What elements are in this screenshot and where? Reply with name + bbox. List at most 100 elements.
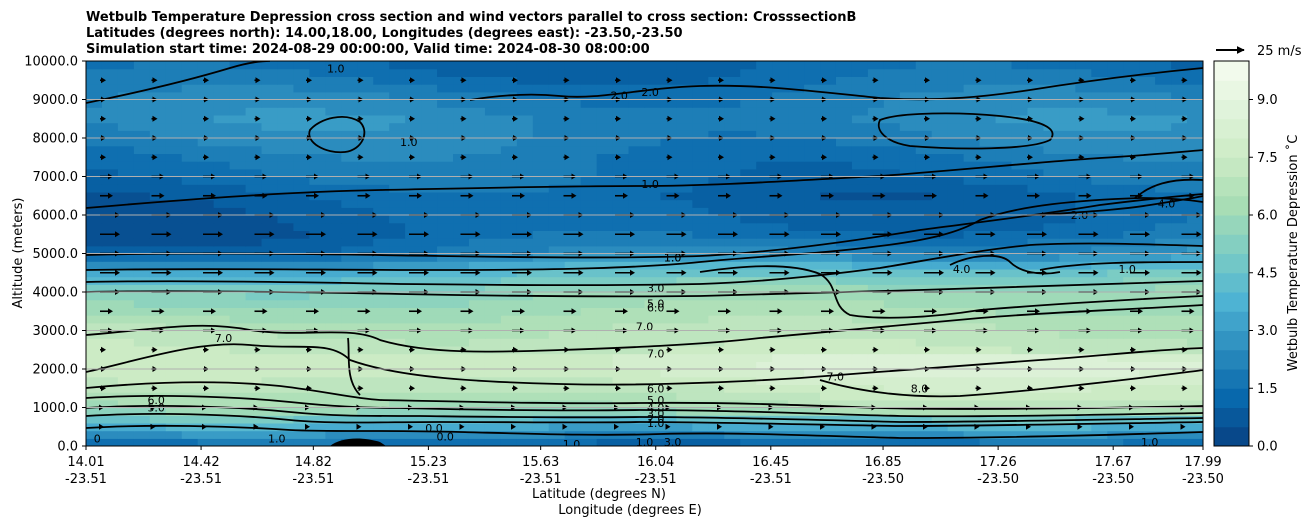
field-cell bbox=[772, 61, 789, 70]
field-cell bbox=[931, 430, 949, 439]
field-cell bbox=[947, 376, 965, 385]
field-cell bbox=[931, 107, 949, 116]
field-cell bbox=[564, 161, 582, 170]
field-cell bbox=[644, 91, 662, 101]
x-tick-label-lon: -23.50 bbox=[977, 472, 1019, 487]
field-cell bbox=[1155, 438, 1172, 446]
wind-vector bbox=[409, 269, 429, 276]
field-cell bbox=[86, 315, 103, 324]
field-cell bbox=[325, 153, 342, 162]
field-cell bbox=[484, 130, 502, 139]
field-cell bbox=[213, 384, 231, 393]
field-cell bbox=[181, 322, 199, 332]
field-cell bbox=[979, 138, 997, 147]
field-cell bbox=[644, 207, 662, 216]
field-cell bbox=[86, 384, 103, 393]
field-cell bbox=[995, 76, 1013, 85]
field-cell bbox=[1107, 238, 1124, 247]
field-cell bbox=[963, 322, 981, 332]
field-cell bbox=[245, 168, 263, 178]
field-cell bbox=[644, 114, 662, 124]
field-cell bbox=[660, 215, 678, 224]
field-cell bbox=[309, 315, 326, 324]
field-cell bbox=[341, 376, 358, 385]
field-cell bbox=[373, 207, 390, 216]
field-cell bbox=[979, 430, 997, 439]
field-cell bbox=[804, 399, 821, 409]
field-cell bbox=[261, 184, 279, 193]
field-cell bbox=[644, 215, 662, 224]
field-cell bbox=[261, 292, 279, 301]
field-cell bbox=[596, 230, 614, 239]
field-cell bbox=[931, 384, 949, 393]
field-cell bbox=[740, 307, 757, 316]
field-cell bbox=[580, 122, 598, 131]
field-cell bbox=[229, 168, 247, 178]
x-tick-label-lat: 17.67 bbox=[1095, 455, 1132, 470]
field-cell bbox=[1107, 438, 1124, 446]
field-cell bbox=[708, 122, 725, 131]
field-cell bbox=[1043, 145, 1060, 154]
field-cell bbox=[484, 215, 502, 224]
field-cell bbox=[165, 238, 183, 247]
field-cell bbox=[213, 61, 231, 70]
field-cell bbox=[899, 138, 917, 147]
field-cell bbox=[612, 322, 630, 332]
field-cell bbox=[548, 99, 566, 108]
field-cell bbox=[580, 315, 598, 324]
field-cell bbox=[373, 299, 390, 308]
x-tick-label-lat: 14.82 bbox=[295, 455, 332, 470]
wind-vector bbox=[1078, 115, 1085, 122]
field-cell bbox=[1107, 161, 1124, 170]
wind-vector bbox=[357, 115, 364, 122]
field-cell bbox=[564, 276, 582, 285]
field-cell bbox=[564, 114, 582, 124]
field-cell bbox=[915, 130, 933, 139]
field-cell bbox=[1187, 191, 1203, 201]
field-cell bbox=[1155, 207, 1172, 216]
field-cell bbox=[820, 61, 837, 70]
field-cell bbox=[788, 399, 805, 409]
field-cell bbox=[676, 322, 693, 332]
field-cell bbox=[899, 345, 917, 355]
field-cell bbox=[197, 207, 215, 216]
wind-vector bbox=[460, 346, 467, 353]
field-cell bbox=[644, 191, 662, 201]
field-cell bbox=[1139, 130, 1156, 139]
field-cell bbox=[532, 138, 550, 147]
field-cell bbox=[149, 153, 167, 162]
field-cell bbox=[516, 276, 534, 285]
field-cell bbox=[293, 353, 310, 362]
field-cell bbox=[788, 361, 805, 370]
field-cell bbox=[1027, 353, 1045, 362]
field-cell bbox=[947, 230, 965, 239]
wind-vector bbox=[100, 385, 106, 392]
field-cell bbox=[851, 407, 869, 416]
field-cell bbox=[1155, 253, 1172, 262]
chart-title-line-3: Simulation start time: 2024-08-29 00:00:… bbox=[86, 42, 650, 57]
field-cell bbox=[1075, 61, 1092, 70]
field-cell bbox=[564, 61, 582, 70]
field-cell bbox=[867, 215, 885, 224]
field-cell bbox=[86, 430, 103, 439]
wind-vector bbox=[717, 423, 722, 430]
field-cell bbox=[708, 99, 725, 108]
field-cell bbox=[899, 338, 917, 347]
field-cell bbox=[756, 238, 773, 247]
field-cell bbox=[165, 345, 183, 355]
field-cell bbox=[963, 145, 981, 154]
field-cell bbox=[692, 161, 709, 170]
field-cell bbox=[1059, 91, 1076, 101]
field-cell bbox=[484, 114, 502, 124]
field-cell bbox=[277, 107, 295, 116]
field-cell bbox=[421, 322, 438, 332]
field-cell bbox=[453, 199, 470, 208]
wind-vector bbox=[511, 423, 516, 430]
field-cell bbox=[931, 322, 949, 332]
field-cell bbox=[867, 438, 885, 446]
field-cell bbox=[820, 338, 837, 347]
field-cell bbox=[1123, 353, 1140, 362]
field-cell bbox=[708, 176, 725, 185]
wind-vector bbox=[924, 385, 930, 392]
field-cell bbox=[421, 438, 438, 446]
